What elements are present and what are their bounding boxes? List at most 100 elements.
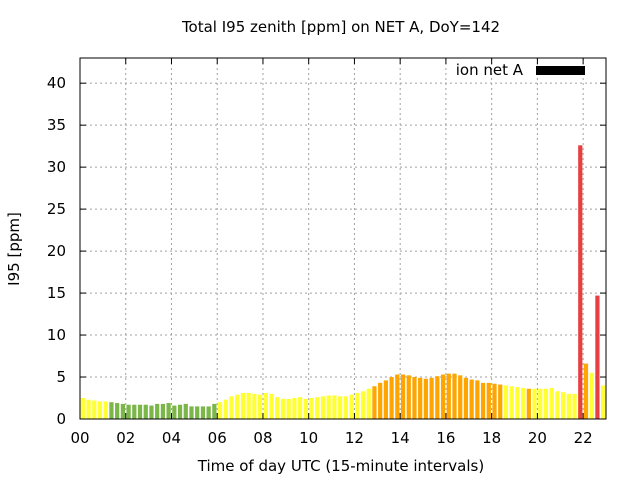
bar-71 [486, 382, 491, 419]
bar-3 [97, 401, 103, 419]
bar-57 [406, 375, 411, 419]
y-tick-label: 35 [47, 116, 66, 134]
x-tick-label: 22 [574, 429, 593, 447]
bar-17 [177, 404, 183, 419]
y-tick-label: 5 [56, 368, 66, 386]
legend-label: ion net A [456, 61, 524, 79]
bar-29 [246, 392, 251, 419]
bar-28 [240, 392, 246, 419]
bar-92 [578, 145, 583, 419]
bar-21 [200, 406, 206, 419]
bar-8 [126, 404, 131, 419]
y-axis-ticks: 0 5 10 15 20 25 30 35 40 [47, 74, 606, 428]
bar-79 [532, 388, 537, 419]
y-tick-label: 30 [47, 158, 66, 176]
bar-69 [475, 380, 480, 419]
legend-swatch [536, 66, 585, 75]
bar-54 [389, 377, 394, 419]
bar-4 [103, 401, 108, 419]
bar-44 [332, 395, 337, 419]
x-tick-label: 14 [391, 429, 410, 447]
bar-80 [538, 388, 543, 419]
bar-35 [280, 398, 286, 419]
y-tick-label: 40 [47, 74, 66, 92]
x-tick-label: 16 [436, 429, 455, 447]
bar-77 [520, 387, 526, 419]
bar-20 [195, 406, 200, 419]
x-tick-label: 18 [482, 429, 501, 447]
bar-14 [160, 403, 166, 419]
bar-50 [366, 388, 371, 419]
bar-64 [446, 373, 451, 419]
y-tick-label: 25 [47, 200, 66, 218]
bar-27 [235, 394, 240, 419]
bar-63 [440, 374, 446, 419]
bar-19 [189, 406, 194, 419]
y-tick-label: 20 [47, 242, 66, 260]
bar-36 [286, 398, 291, 419]
bar-16 [172, 405, 177, 419]
x-tick-label: 02 [116, 429, 135, 447]
bar-72 [492, 383, 497, 419]
bar-31 [257, 394, 263, 419]
bar-61 [429, 377, 434, 419]
bar-96 [601, 385, 606, 419]
x-tick-label: 04 [162, 429, 181, 447]
bars [80, 145, 606, 419]
bar-58 [412, 377, 417, 419]
bar-86 [572, 393, 577, 419]
bar-39 [303, 398, 308, 419]
bar-25 [223, 399, 228, 419]
bar-73 [498, 384, 503, 419]
bar-26 [229, 396, 234, 419]
bar-46 [343, 396, 348, 419]
chart-title: Total I95 zenith [ppm] on NET A, DoY=142 [181, 18, 500, 36]
x-axis-title: Time of day UTC (15-minute intervals) [197, 457, 484, 475]
bar-37 [292, 398, 297, 419]
bar-11 [143, 404, 148, 419]
bar-41 [315, 397, 320, 419]
bar-83 [555, 391, 560, 419]
bar-93 [583, 363, 589, 419]
bar-30 [252, 393, 257, 419]
bar-52 [378, 382, 383, 419]
bar-18 [183, 403, 188, 419]
x-tick-label: 12 [345, 429, 364, 447]
bar-23 [212, 403, 217, 419]
legend: ion net A [456, 61, 585, 79]
bar-75 [509, 386, 514, 419]
bar-1 [86, 399, 91, 419]
bar-68 [469, 379, 474, 419]
bar-49 [360, 391, 366, 419]
x-tick-label: 08 [253, 429, 272, 447]
bar-15 [166, 403, 171, 419]
bar-5 [109, 402, 114, 419]
bar-0 [80, 398, 85, 419]
bar-42 [320, 396, 326, 419]
grid [80, 58, 606, 419]
bar-67 [463, 377, 469, 419]
x-tick-label: 10 [299, 429, 318, 447]
bar-34 [275, 397, 280, 419]
bar-6 [115, 403, 120, 419]
bar-94 [589, 372, 594, 419]
bar-95 [595, 295, 600, 419]
y-axis-title: I95 [ppm] [5, 212, 23, 286]
bar-78 [526, 388, 531, 419]
bar-76 [515, 387, 520, 419]
bar-9 [132, 404, 137, 419]
y-tick-label: 10 [47, 326, 66, 344]
bar-48 [355, 392, 360, 419]
bar-81 [543, 388, 549, 419]
bar-60 [423, 378, 429, 419]
bar-85 [566, 393, 571, 419]
y-tick-label: 15 [47, 284, 66, 302]
bar-2 [92, 400, 97, 419]
bar-53 [383, 380, 388, 419]
bar-70 [480, 382, 486, 419]
x-tick-label: 06 [208, 429, 227, 447]
bar-84 [561, 392, 566, 419]
bar-33 [269, 393, 274, 419]
bar-82 [549, 387, 554, 419]
bar-24 [217, 402, 223, 419]
